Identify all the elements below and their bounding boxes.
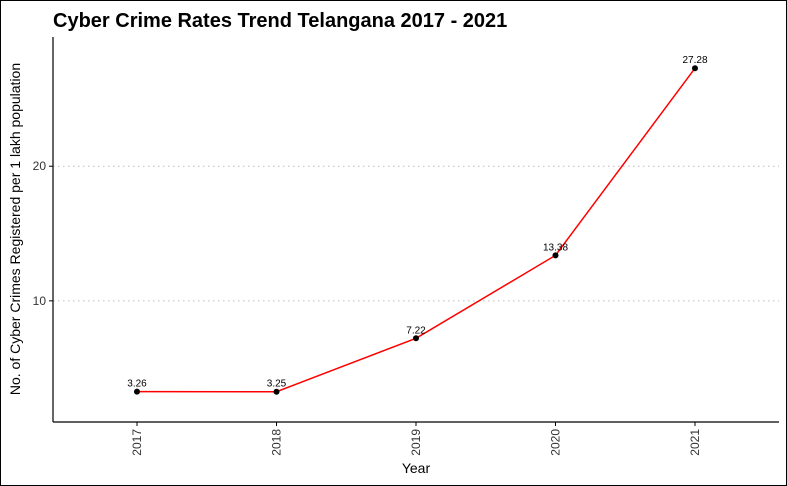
chart-title: Cyber Crime Rates Trend Telangana 2017 -… xyxy=(53,10,507,32)
y-tick-label: 20 xyxy=(33,159,47,173)
data-point xyxy=(552,252,559,259)
data-point xyxy=(413,335,419,342)
x-axis-title: Year xyxy=(402,460,431,476)
x-tick-label: 2019 xyxy=(409,429,423,456)
x-tick-label: 2017 xyxy=(130,429,144,456)
data-label: 27.28 xyxy=(682,55,707,66)
data-point xyxy=(692,65,698,72)
y-tick-label: 10 xyxy=(33,294,47,308)
y-axis-ticks: 10 20 xyxy=(33,159,53,308)
data-points xyxy=(134,65,698,395)
y-axis-title: No. of Cyber Crimes Registered per 1 lak… xyxy=(7,63,23,395)
data-label: 3.26 xyxy=(127,379,147,390)
series-line xyxy=(136,67,696,393)
data-label: 13.38 xyxy=(543,242,568,253)
data-point xyxy=(273,388,280,395)
data-point xyxy=(134,388,140,395)
data-labels: 3.26 3.25 7.22 13.38 27.28 xyxy=(127,55,708,389)
series-line-layer xyxy=(136,67,696,393)
x-axis-ticks: 2017 2018 2019 2020 2021 xyxy=(130,422,702,456)
data-label: 3.25 xyxy=(267,379,287,390)
x-tick-label: 2018 xyxy=(270,429,284,456)
x-tick-label: 2020 xyxy=(549,429,563,456)
data-label: 7.22 xyxy=(406,325,426,336)
x-tick-label: 2021 xyxy=(688,429,702,456)
gridlines xyxy=(53,165,779,302)
